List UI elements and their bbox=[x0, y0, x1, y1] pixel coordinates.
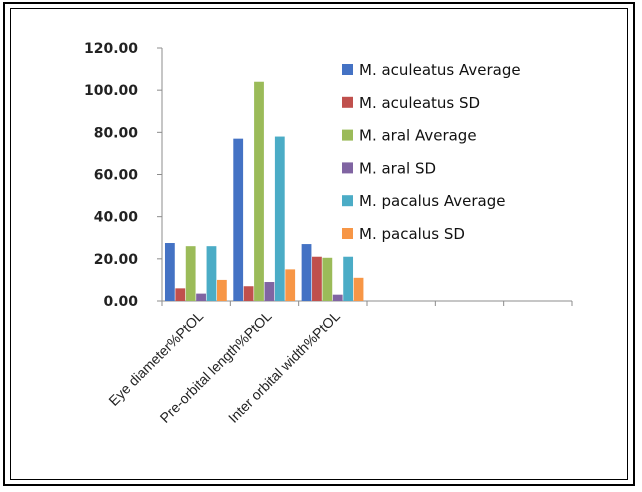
axes bbox=[157, 47, 573, 306]
legend-label: M. pacalus SD bbox=[359, 225, 465, 243]
legend-swatch bbox=[342, 129, 353, 141]
legend-swatch bbox=[342, 228, 353, 239]
bar bbox=[332, 294, 343, 301]
y-tick-labels: 0.00 20.00 40.00 60.00 80.00 100.00 120.00 bbox=[84, 41, 138, 310]
y-tick-label: 60.00 bbox=[94, 168, 139, 184]
bar bbox=[353, 277, 364, 301]
bar bbox=[164, 243, 175, 301]
bar bbox=[185, 246, 196, 301]
legend: M. aculeatus Average M. aculeatus SD M. ar… bbox=[342, 61, 521, 243]
legend-swatch bbox=[342, 96, 353, 108]
bar bbox=[301, 244, 312, 301]
bar bbox=[254, 81, 264, 301]
x-tick-label: Inter orbital width%PtOL bbox=[225, 308, 343, 426]
legend-label: M. aral Average bbox=[359, 127, 477, 145]
bar bbox=[343, 256, 354, 301]
legend-swatch bbox=[342, 64, 353, 75]
chart-frame bbox=[3, 2, 635, 486]
bar bbox=[196, 293, 206, 301]
legend-label: M. aculeatus SD bbox=[359, 94, 480, 112]
bar bbox=[274, 136, 285, 301]
legend-swatch bbox=[342, 162, 353, 174]
legend-swatch bbox=[342, 195, 353, 207]
bar bbox=[206, 246, 217, 301]
y-tick-label: 40.00 bbox=[94, 210, 139, 226]
bar bbox=[264, 282, 275, 301]
legend-label: M. aral SD bbox=[359, 159, 436, 177]
bar bbox=[233, 138, 244, 301]
x-tick-label: Pre-orbital length%PtOL bbox=[157, 308, 275, 426]
bar bbox=[312, 256, 322, 301]
y-tick-label: 100.00 bbox=[84, 83, 138, 99]
bar bbox=[322, 257, 333, 301]
bars bbox=[164, 81, 364, 302]
bar bbox=[175, 288, 186, 301]
chart-frame-inner bbox=[10, 8, 628, 480]
bar bbox=[216, 279, 227, 301]
y-tick-label: 120.00 bbox=[84, 41, 138, 57]
legend-label: M. aculeatus Average bbox=[359, 61, 521, 79]
legend-label: M. pacalus Average bbox=[359, 192, 505, 210]
bar bbox=[243, 286, 254, 301]
bar bbox=[285, 269, 296, 302]
y-tick-label: 80.00 bbox=[94, 125, 139, 141]
y-tick-label: 20.00 bbox=[94, 252, 139, 268]
y-tick-label: 0.00 bbox=[103, 294, 138, 310]
